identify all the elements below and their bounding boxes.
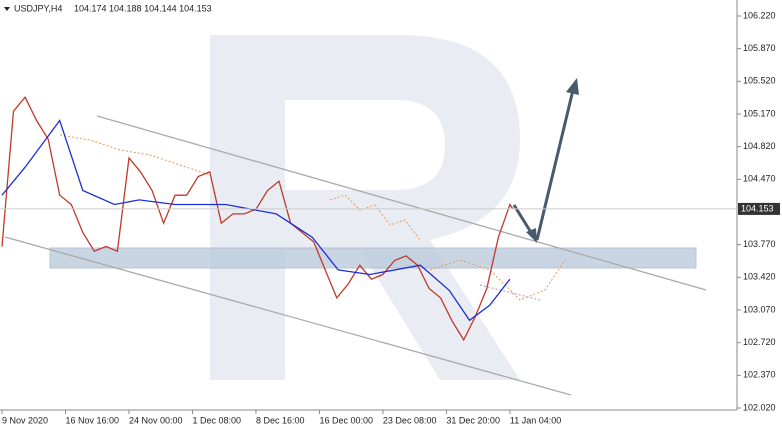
price-line bbox=[1, 96, 514, 342]
last-price-label: 104.153 bbox=[741, 203, 774, 213]
y-tick-label: 105.170 bbox=[743, 108, 776, 118]
forecast-arrows bbox=[512, 78, 579, 243]
last-price-box bbox=[738, 202, 780, 215]
x-tick-label: 16 Nov 16:00 bbox=[65, 415, 119, 425]
y-tick-label: 104.820 bbox=[743, 141, 776, 151]
x-tick-label: 11 Jan 04:00 bbox=[510, 415, 561, 425]
x-tick-label: 8 Dec 16:00 bbox=[256, 415, 305, 425]
y-tick-label: 103.420 bbox=[743, 272, 776, 282]
x-tick-label: 9 Nov 2020 bbox=[2, 415, 48, 425]
y-tick-label: 103.070 bbox=[743, 304, 776, 314]
y-tick-label: 103.770 bbox=[743, 239, 776, 249]
x-tick-label: 16 Dec 00:00 bbox=[319, 415, 373, 425]
y-tick-label: 105.520 bbox=[743, 76, 776, 86]
price-line bbox=[1, 119, 511, 322]
x-tick-label: 31 Dec 20:00 bbox=[446, 415, 500, 425]
cloud bbox=[329, 194, 421, 241]
chart-title: USDJPY,H4 bbox=[14, 3, 62, 13]
y-tick-label: 102.020 bbox=[743, 402, 776, 412]
y-tick-label: 102.720 bbox=[743, 337, 776, 347]
x-tick-label: 1 Dec 08:00 bbox=[192, 415, 241, 425]
x-tick-label: 23 Dec 08:00 bbox=[383, 415, 437, 425]
channel-line bbox=[96, 115, 707, 291]
support-zone bbox=[49, 247, 697, 269]
x-tick-label: 24 Nov 00:00 bbox=[129, 415, 183, 425]
cloud bbox=[59, 134, 211, 176]
channel-line bbox=[4, 236, 572, 396]
watermark bbox=[210, 35, 520, 380]
y-tick-label: 102.370 bbox=[743, 370, 776, 380]
y-tick-label: 106.220 bbox=[743, 10, 776, 20]
y-tick-label: 105.870 bbox=[743, 43, 776, 53]
ohlc-values: 104.174 104.188 104.144 104.153 bbox=[74, 3, 212, 13]
y-tick-label: 104.470 bbox=[743, 174, 776, 184]
menu-icon bbox=[4, 7, 10, 11]
